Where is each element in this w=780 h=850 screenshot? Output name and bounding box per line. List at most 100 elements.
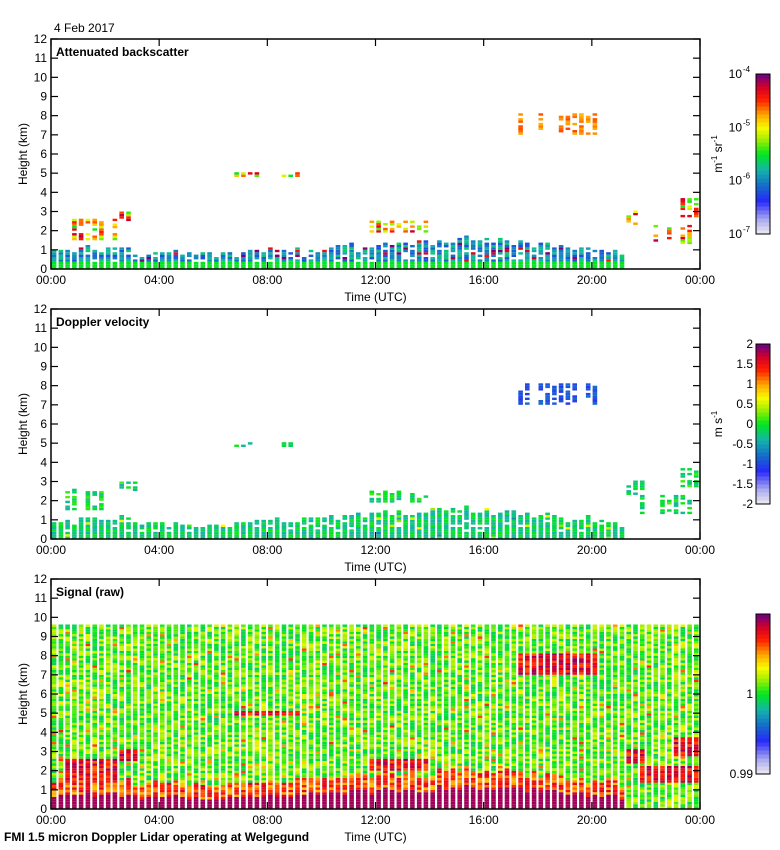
colorbar-tick-label: -2 bbox=[742, 497, 753, 511]
y-tick-label: 12 bbox=[34, 572, 48, 586]
unit-base: m bbox=[711, 163, 725, 173]
y-tick-label: 10 bbox=[34, 340, 48, 354]
y-tick-label: 5 bbox=[40, 706, 47, 720]
footer-caption: FMI 1.5 micron Doppler Lidar operating a… bbox=[4, 830, 310, 844]
unit-exponent: -1 bbox=[710, 155, 719, 163]
x-tick-label: 04:00 bbox=[144, 273, 174, 287]
x-axis-label: Time (UTC) bbox=[344, 290, 406, 304]
x-tick-label: 20:00 bbox=[577, 273, 607, 287]
y-tick-label: 6 bbox=[40, 687, 47, 701]
panel-title: Doppler velocity bbox=[56, 315, 150, 329]
y-tick-label: 9 bbox=[40, 630, 47, 644]
y-axis-label: Height (km) bbox=[16, 663, 30, 725]
y-axis-label: Height (km) bbox=[16, 393, 30, 455]
y-tick-label: 10 bbox=[34, 70, 48, 84]
colorbar-tick-label: 1.5 bbox=[736, 357, 753, 371]
colorbar-tick-exponent: -4 bbox=[743, 65, 751, 74]
y-tick-label: 11 bbox=[35, 51, 48, 65]
x-tick-label: 04:00 bbox=[144, 543, 174, 557]
y-tick-label: 6 bbox=[40, 417, 47, 431]
colorbar-tick-label: 10 bbox=[729, 120, 743, 134]
colorbar-tick-label: 10 bbox=[729, 227, 743, 241]
colorbar-tick-label: 0 bbox=[746, 417, 753, 431]
y-tick-label: 11 bbox=[35, 321, 48, 335]
y-tick-label: 11 bbox=[35, 591, 48, 605]
colorbar-tick-exponent: -5 bbox=[743, 118, 751, 127]
colorbar-tick-label: 0.5 bbox=[736, 397, 753, 411]
y-tick-label: 4 bbox=[40, 185, 47, 199]
y-tick-label: 12 bbox=[34, 32, 48, 46]
x-tick-label: 00:00 bbox=[685, 273, 715, 287]
y-tick-label: 7 bbox=[40, 398, 47, 412]
y-tick-label: 8 bbox=[40, 109, 47, 123]
colorbar-tick-label: 10 bbox=[729, 67, 743, 81]
colorbar-velocity: 21.510.50-0.5-1-1.5-2m s-1 bbox=[710, 337, 771, 511]
colorbar-unit: m s-1 bbox=[710, 410, 725, 437]
y-tick-label: 1 bbox=[40, 243, 47, 257]
unit-exponent: -1 bbox=[710, 135, 719, 143]
x-tick-label: 08:00 bbox=[252, 273, 282, 287]
colorbar-tick-label: -0.5 bbox=[732, 437, 753, 451]
velocity-heatmap bbox=[51, 383, 699, 539]
colorbar-signal: 10.99 bbox=[730, 613, 771, 781]
backscatter-heatmap bbox=[51, 113, 699, 269]
y-tick-label: 3 bbox=[40, 205, 47, 219]
colorbar-unit: m-1 sr-1 bbox=[710, 135, 725, 173]
x-tick-label: 08:00 bbox=[252, 543, 282, 557]
y-tick-label: 5 bbox=[40, 166, 47, 180]
colorbar-tick-label: 2 bbox=[746, 337, 753, 351]
x-tick-label: 04:00 bbox=[144, 813, 174, 827]
date-label: 4 Feb 2017 bbox=[54, 21, 115, 35]
y-tick-label: 2 bbox=[40, 764, 47, 778]
y-tick-label: 4 bbox=[40, 725, 47, 739]
plot-frame bbox=[50, 308, 701, 540]
colorbar-tick-exponent: -7 bbox=[743, 225, 751, 234]
y-tick-label: 2 bbox=[40, 494, 47, 508]
x-tick-label: 16:00 bbox=[469, 273, 499, 287]
colorbar-tick-label: 1 bbox=[746, 687, 753, 701]
y-tick-label: 6 bbox=[40, 147, 47, 161]
colorbar-tick-label: 10 bbox=[729, 174, 743, 188]
y-tick-label: 4 bbox=[40, 455, 47, 469]
x-axis-label: Time (UTC) bbox=[344, 560, 406, 574]
unit-base: sr bbox=[711, 142, 725, 155]
x-tick-label: 08:00 bbox=[252, 813, 282, 827]
y-tick-label: 8 bbox=[40, 379, 47, 393]
x-tick-label: 00:00 bbox=[36, 273, 66, 287]
y-tick-label: 0 bbox=[40, 262, 47, 276]
colorbar-tick-label: 0.99 bbox=[730, 767, 754, 781]
signal-heatmap bbox=[51, 624, 699, 809]
x-tick-label: 00:00 bbox=[685, 813, 715, 827]
y-tick-label: 9 bbox=[40, 360, 47, 374]
colorbar-tick-label: 1 bbox=[746, 377, 753, 391]
colorbar-tick-label: -1 bbox=[742, 457, 753, 471]
y-tick-label: 3 bbox=[40, 475, 47, 489]
y-tick-label: 9 bbox=[40, 90, 47, 104]
y-tick-label: 8 bbox=[40, 649, 47, 663]
x-tick-label: 20:00 bbox=[577, 543, 607, 557]
panel-title: Signal (raw) bbox=[56, 585, 124, 599]
x-tick-label: 12:00 bbox=[360, 813, 390, 827]
colorbar-tick-label: -1.5 bbox=[732, 477, 753, 491]
plot-frame bbox=[50, 38, 701, 270]
x-tick-label: 16:00 bbox=[469, 543, 499, 557]
y-tick-label: 0 bbox=[40, 532, 47, 546]
y-axis-label: Height (km) bbox=[16, 123, 30, 185]
y-tick-label: 7 bbox=[40, 668, 47, 682]
unit-base: m s bbox=[711, 418, 725, 437]
unit-exponent: -1 bbox=[710, 410, 719, 418]
x-tick-label: 00:00 bbox=[685, 543, 715, 557]
y-tick-label: 12 bbox=[34, 302, 48, 316]
y-tick-label: 10 bbox=[34, 610, 48, 624]
y-tick-label: 7 bbox=[40, 128, 47, 142]
panel-title: Attenuated backscatter bbox=[56, 45, 189, 59]
colorbar-backscatter: 10-410-510-610 -7m-1 sr-1 bbox=[710, 65, 771, 241]
colorbar-tick-exponent: -6 bbox=[743, 172, 751, 181]
x-tick-label: 16:00 bbox=[469, 813, 499, 827]
x-tick-label: 00:00 bbox=[36, 543, 66, 557]
y-tick-label: 1 bbox=[40, 513, 47, 527]
